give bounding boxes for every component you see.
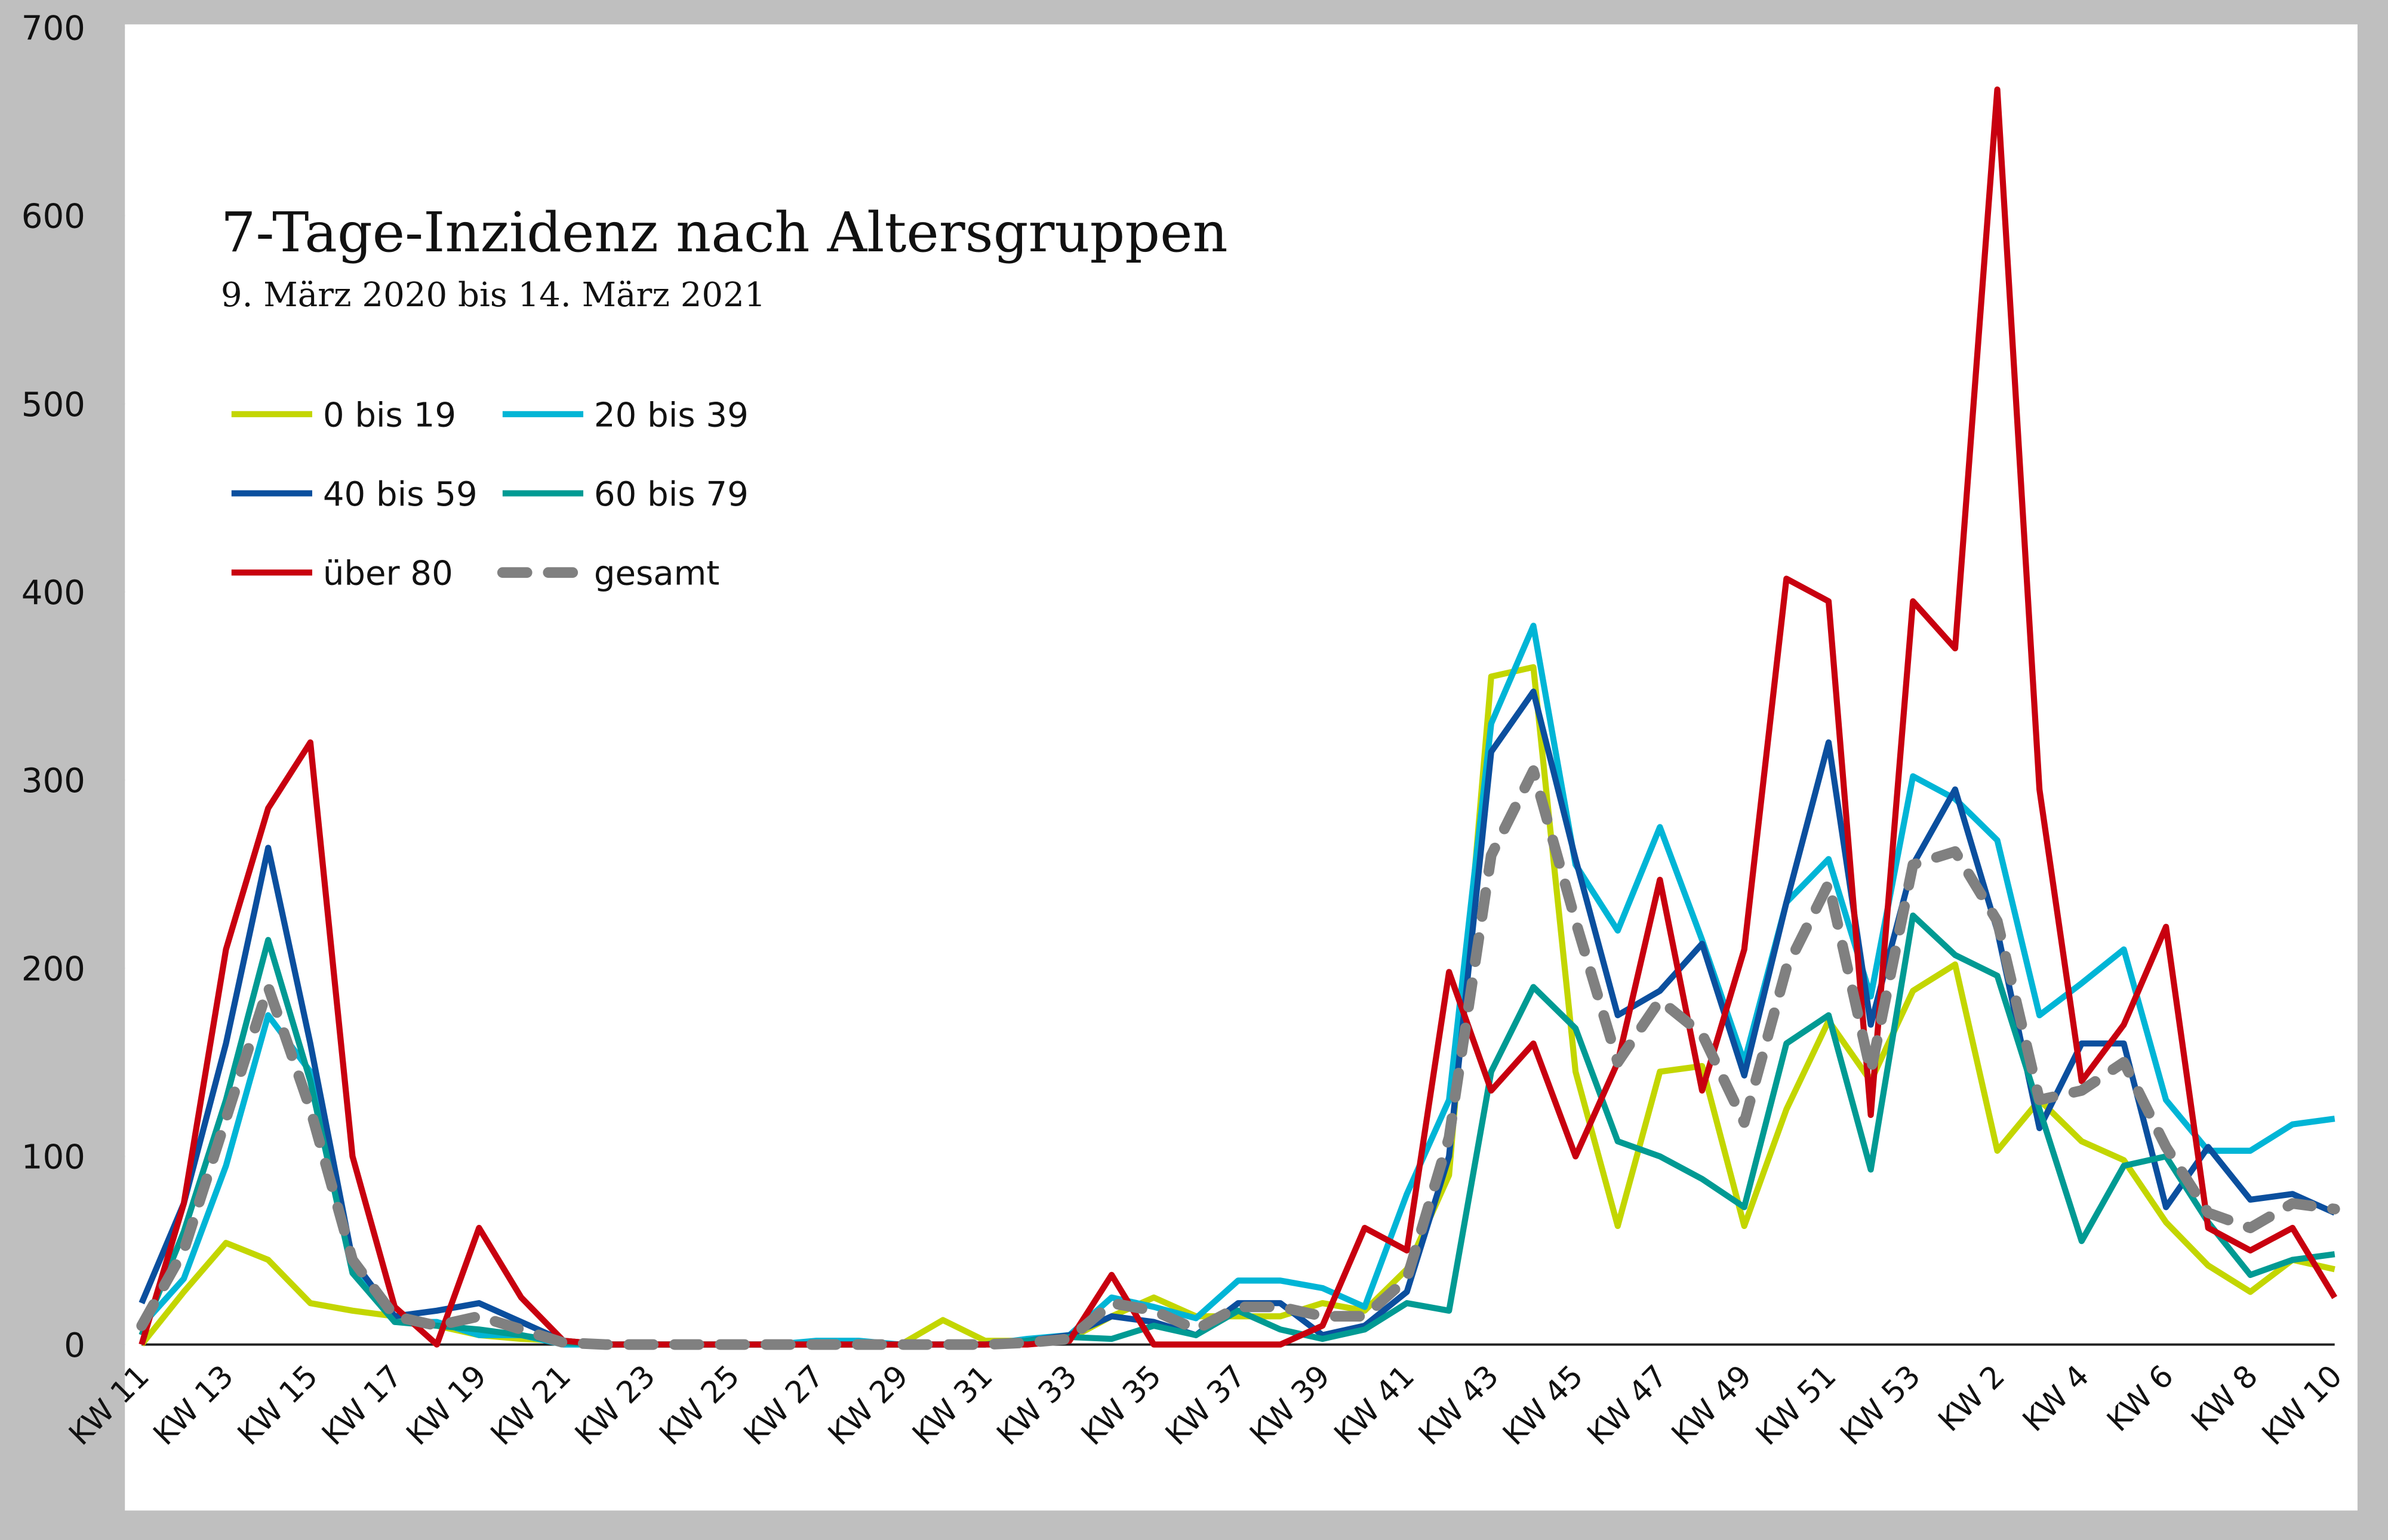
y-tick-label: 400 <box>21 574 85 612</box>
y-tick-label: 100 <box>21 1138 85 1177</box>
y-tick-label: 700 <box>21 9 85 48</box>
y-tick-label: 200 <box>21 950 85 988</box>
chart-subtitle: 9. März 2020 bis 14. März 2021 <box>221 276 766 315</box>
y-tick-label: 600 <box>21 198 85 236</box>
legend-label: 0 bis 19 <box>323 396 456 435</box>
legend-label: gesamt <box>594 555 719 593</box>
line-series <box>139 912 2335 1348</box>
y-tick-label: 500 <box>21 386 85 424</box>
y-tick-label: 0 <box>64 1326 85 1365</box>
legend-label: 60 bis 79 <box>594 475 749 514</box>
chart-title: 7-Tage-Inzidenz nach Altersgruppen <box>221 201 1228 264</box>
line-series <box>136 765 2340 1350</box>
line-series <box>139 688 2336 1348</box>
y-tick-label: 300 <box>21 762 85 800</box>
line-series <box>139 86 2338 1348</box>
legend-label: 40 bis 59 <box>323 475 478 514</box>
legend-label: 20 bis 39 <box>594 396 749 435</box>
legend-label: über 80 <box>323 555 453 593</box>
